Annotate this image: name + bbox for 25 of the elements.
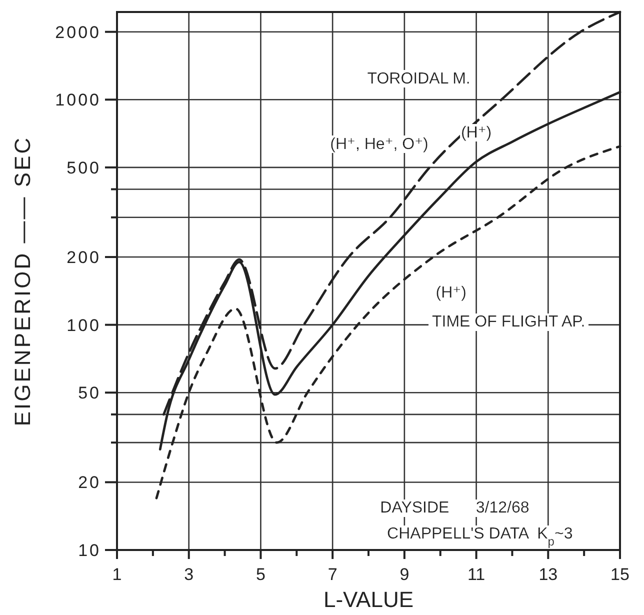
x-tick-label: 11 — [467, 565, 486, 584]
y-tick-label: 200 — [66, 248, 101, 267]
y-tick-label: 10 — [78, 540, 101, 560]
x-tick-label: 5 — [256, 565, 266, 584]
annotation: TIME OF FLIGHT AP. — [432, 314, 586, 331]
y-tick-label: 500 — [66, 158, 101, 178]
x-tick-label: 7 — [328, 565, 338, 584]
y-tick-label: 1000 — [55, 90, 101, 110]
y-axis-title: EIGENPERIOD —— SEC — [10, 136, 35, 426]
y-tick-label: 2000 — [55, 22, 101, 42]
y-tick-label: 50 — [78, 384, 101, 403]
annotation: (H⁺) — [436, 284, 466, 302]
y-tick-label: 20 — [78, 473, 101, 492]
y-tick-label: 100 — [66, 316, 101, 335]
x-tick-label: 15 — [610, 565, 630, 584]
annotation: TOROIDAL M. — [367, 70, 470, 88]
annotation: DAYSIDE 3/12/68 — [380, 500, 530, 517]
x-tick-label: 13 — [538, 565, 558, 584]
annotation: (H⁺, He⁺, O⁺) — [330, 136, 428, 153]
x-tick-label: 1 — [112, 565, 122, 584]
annotation: CHAPPELL'S DATA K$_{p}$~3 — [387, 526, 573, 549]
x-tick-label: 3 — [184, 565, 194, 584]
x-tick-label: 9 — [400, 565, 410, 584]
annotation: (H⁺) — [460, 124, 492, 142]
x-axis-title: L-VALUE — [323, 587, 414, 612]
